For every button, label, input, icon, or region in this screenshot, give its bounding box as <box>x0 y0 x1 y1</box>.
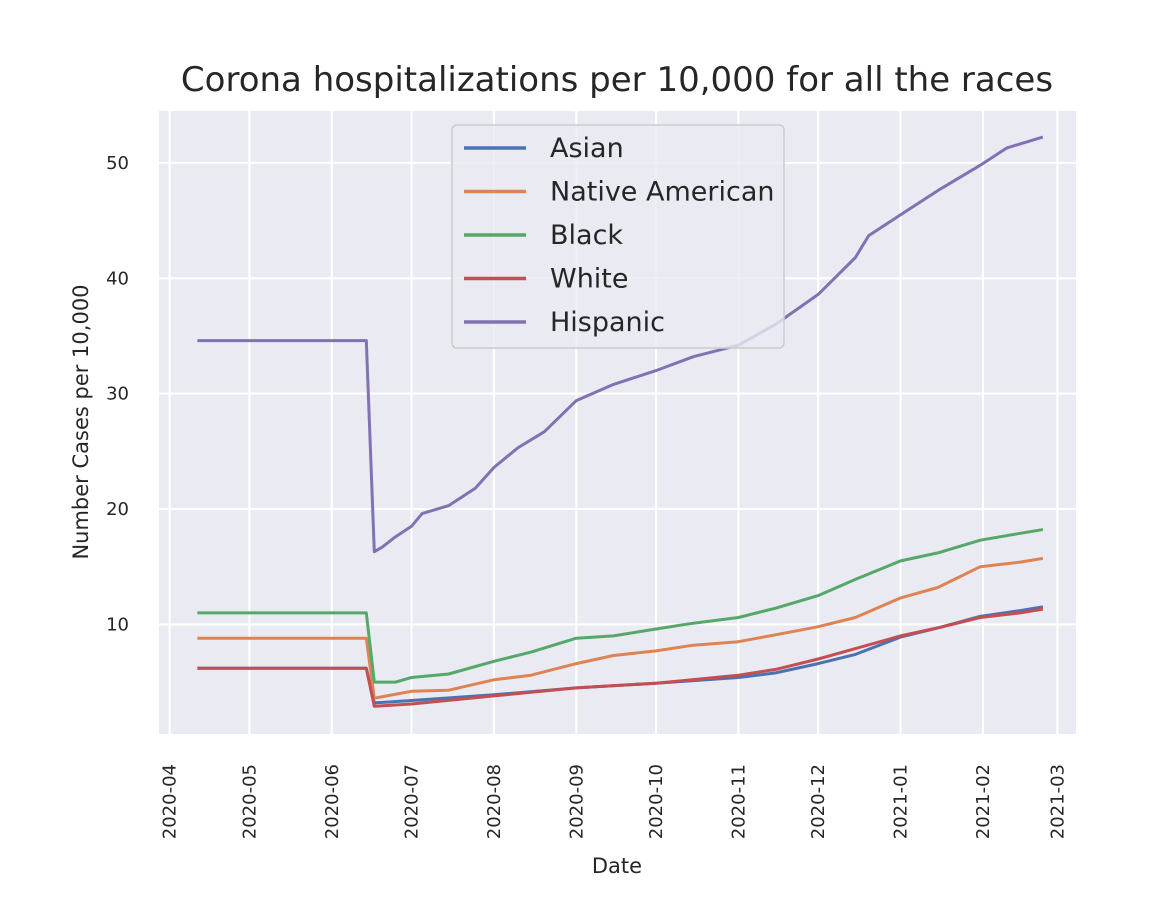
series-line-hispanic <box>197 135 1044 554</box>
x-tick-label: 2020-10 <box>646 764 667 839</box>
x-tick-label: 2021-03 <box>1047 764 1068 839</box>
x-tick-labels: 2020-04 2020-05 2020-06 2020-07 2020-08 2020-… <box>160 764 1069 839</box>
y-tick-label: 40 <box>106 268 129 289</box>
x-tick-label: 2020-08 <box>484 764 505 839</box>
x-tick-label: 2021-02 <box>973 764 994 839</box>
legend-box <box>451 124 785 349</box>
series-line-black <box>197 528 1044 684</box>
y-tick-label: 50 <box>106 153 129 174</box>
legend-label-hispanic: Hispanic <box>550 307 665 338</box>
x-tick-label: 2020-07 <box>402 764 423 839</box>
y-tick-label: 30 <box>106 384 129 405</box>
series-lines <box>197 135 1044 708</box>
y-axis-label: Number Cases per 10,000 <box>69 284 93 559</box>
x-tick-label: 2021-01 <box>891 764 912 839</box>
x-tick-label: 2020-11 <box>728 764 749 839</box>
legend-entries: Asian Native American Black White Hispanic <box>464 133 775 338</box>
legend-label-white: White <box>550 264 629 295</box>
x-tick-label: 2020-05 <box>239 764 260 839</box>
y-tick-label: 20 <box>106 499 129 520</box>
legend-label-black: Black <box>550 220 623 251</box>
series-line-native-american <box>197 556 1044 700</box>
y-tick-labels: 10 20 30 40 50 <box>106 153 129 635</box>
legend-label-native-american: Native American <box>550 177 775 208</box>
x-tick-label: 2020-06 <box>322 764 343 839</box>
grid-lines <box>159 111 1076 734</box>
x-tick-label: 2020-04 <box>160 764 181 839</box>
series-line-white <box>197 607 1044 708</box>
x-tick-label: 2020-09 <box>566 764 587 839</box>
legend-label-asian: Asian <box>550 133 624 164</box>
chart-title: Corona hospitalizations per 10,000 for a… <box>181 60 1053 100</box>
x-tick-label: 2020-12 <box>808 764 829 839</box>
x-axis-label: Date <box>592 854 642 878</box>
legend: Asian Native American Black White Hispanic <box>451 124 785 349</box>
y-tick-label: 10 <box>106 614 129 635</box>
